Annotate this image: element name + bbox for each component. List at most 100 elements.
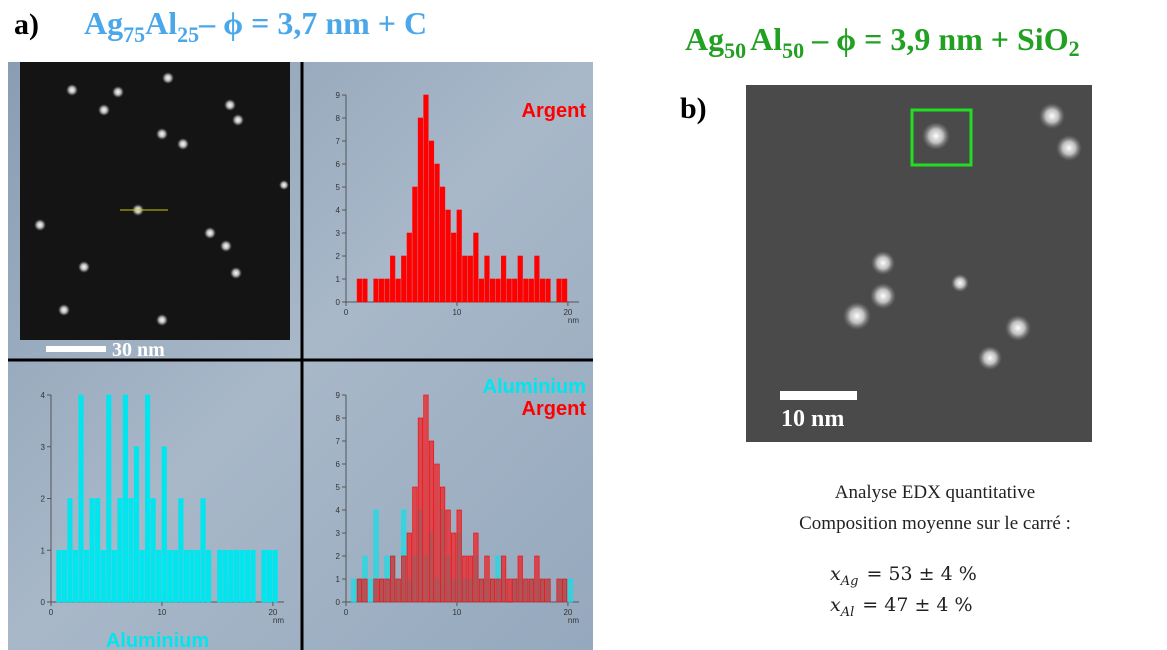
histogram-bar xyxy=(233,549,239,603)
y-tick-label: 0 xyxy=(336,598,341,607)
histogram-bar xyxy=(83,549,90,603)
histogram-bar xyxy=(456,209,462,303)
histogram-bar xyxy=(440,486,446,603)
result-subscript: Al xyxy=(840,605,855,620)
y-tick-label: 7 xyxy=(336,437,341,446)
histogram-bar xyxy=(384,578,390,603)
y-tick-label: 3 xyxy=(336,529,341,538)
caption-line: Composition moyenne sur le carré : xyxy=(799,513,1071,534)
y-tick-label: 3 xyxy=(41,443,46,452)
histogram-bar xyxy=(478,278,484,303)
histogram-bar xyxy=(534,555,540,603)
result-symbol: x xyxy=(830,563,841,585)
y-tick-label: 8 xyxy=(336,414,341,423)
y-tick-label: 8 xyxy=(336,114,341,123)
histogram-bar xyxy=(440,186,446,303)
histogram-bar xyxy=(451,532,457,603)
caption-line: Analyse EDX quantitative xyxy=(835,482,1036,503)
histogram-bar xyxy=(473,532,479,603)
histogram-bar xyxy=(222,549,228,603)
x-tick-label: 20 xyxy=(563,608,572,617)
x-tick-label: 10 xyxy=(452,608,461,617)
histogram-bar xyxy=(373,278,379,303)
histogram-bar xyxy=(562,578,568,603)
histogram-bar xyxy=(272,549,278,603)
histogram-bar xyxy=(434,463,440,603)
histogram-bar xyxy=(484,555,490,603)
x-tick-label: 0 xyxy=(344,308,349,317)
histogram-bar xyxy=(501,255,507,303)
histogram-bar xyxy=(417,417,423,603)
histogram-bar xyxy=(517,555,523,603)
y-tick-label: 2 xyxy=(336,552,341,561)
result: xAg = 53 ± 4 % xyxy=(830,563,977,589)
stem-image xyxy=(746,85,1092,442)
nanoparticles xyxy=(34,72,289,326)
histogram-bar xyxy=(495,278,501,303)
title-sub: 75 xyxy=(123,22,145,47)
y-tick-label: 0 xyxy=(336,298,341,307)
histogram-bar xyxy=(523,278,529,303)
x-tick-label: 10 xyxy=(452,308,461,317)
histogram-bar xyxy=(244,549,251,603)
histogram-bar xyxy=(445,509,451,603)
histogram-bar xyxy=(362,578,368,603)
histogram-bar xyxy=(556,278,562,303)
y-tick-label: 9 xyxy=(336,391,341,400)
y-tick-label: 2 xyxy=(336,252,341,261)
histogram-bar xyxy=(261,549,267,603)
histogram-bar xyxy=(373,578,379,603)
histogram-bar xyxy=(67,498,73,603)
result-value: = 47 ± 4 % xyxy=(862,594,972,616)
histogram-bar xyxy=(506,278,512,303)
histogram-bar xyxy=(189,549,195,603)
histogram-bar xyxy=(428,140,435,303)
histogram-bar xyxy=(417,117,423,303)
histogram-bar xyxy=(545,578,551,603)
histogram-bar xyxy=(495,578,501,603)
title-sub: 25 xyxy=(177,22,199,47)
histogram-bar xyxy=(428,440,435,603)
histogram-bar xyxy=(390,255,396,303)
histogram-bar xyxy=(523,578,529,603)
y-tick-label: 6 xyxy=(336,160,341,169)
x-tick-label: 20 xyxy=(563,308,572,317)
scale-bar xyxy=(780,391,857,400)
y-tick-label: 4 xyxy=(41,391,46,400)
x-axis-label: nm xyxy=(273,616,284,625)
y-tick-label: 9 xyxy=(336,91,341,100)
histogram-bar xyxy=(401,255,407,303)
histogram-bar xyxy=(412,486,418,603)
histogram-bar xyxy=(451,232,457,303)
histogram-bar xyxy=(250,549,256,603)
histogram-bar xyxy=(61,549,67,603)
y-tick-label: 1 xyxy=(41,546,46,555)
result-symbol: x xyxy=(830,594,841,616)
histogram-bar xyxy=(56,549,62,603)
histogram-bar xyxy=(95,498,101,603)
x-tick-label: 20 xyxy=(268,608,277,617)
histogram-bar xyxy=(406,532,412,603)
title-sub: 50 xyxy=(782,38,804,63)
histogram-bar xyxy=(200,498,206,603)
title-sub: 50 xyxy=(724,38,746,63)
histogram-bar xyxy=(356,278,362,303)
histogram-bar xyxy=(267,549,273,603)
histogram-bar xyxy=(467,255,473,303)
histogram-bar xyxy=(367,578,374,603)
histogram-bar xyxy=(89,498,95,603)
histogram-bar xyxy=(489,278,496,303)
histogram-bar xyxy=(562,278,568,303)
histogram-bar xyxy=(72,549,79,603)
histogram-bar xyxy=(194,549,201,603)
histogram-bar xyxy=(351,578,357,603)
histogram-bar xyxy=(106,394,112,603)
legend-label: Aluminium xyxy=(483,376,586,398)
x-tick-label: 10 xyxy=(157,608,166,617)
result-value: = 53 ± 4 % xyxy=(866,563,976,585)
histogram-bar xyxy=(78,394,84,603)
histogram-bar xyxy=(161,446,167,603)
panel-label: a) xyxy=(14,8,39,41)
histogram-bar xyxy=(395,578,401,603)
histogram-bar xyxy=(467,555,473,603)
